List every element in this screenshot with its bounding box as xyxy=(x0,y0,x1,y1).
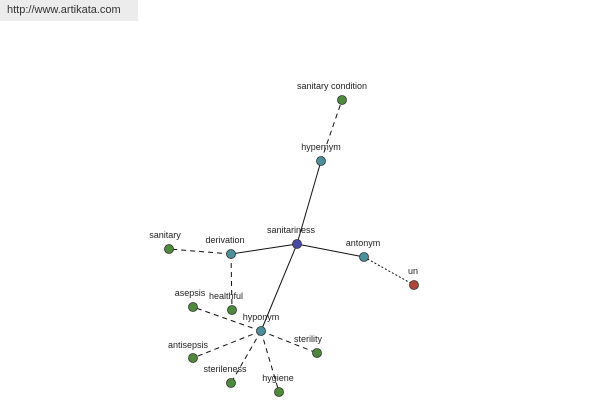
edge xyxy=(192,306,262,332)
node xyxy=(226,249,236,259)
node xyxy=(188,302,198,312)
node-label: sterility xyxy=(294,334,323,344)
edge xyxy=(168,248,232,255)
node xyxy=(316,156,326,166)
edge xyxy=(230,330,262,384)
edge xyxy=(230,243,298,255)
node-label: hyponym xyxy=(243,312,280,322)
node xyxy=(256,326,266,336)
edge xyxy=(363,256,415,286)
site-url: http://www.artikata.com xyxy=(7,4,121,16)
node-label: hygiene xyxy=(262,373,294,383)
node xyxy=(337,95,347,105)
node-label: un xyxy=(408,266,418,276)
header: http://www.artikata.com xyxy=(0,0,138,21)
edge xyxy=(260,330,318,354)
node-label: healthful xyxy=(209,291,243,301)
node-label: antisepsis xyxy=(168,340,209,350)
node-label: sanitariness xyxy=(267,225,316,235)
node-label: sanitary xyxy=(149,230,181,240)
edge xyxy=(260,243,298,332)
node xyxy=(359,252,369,262)
node xyxy=(409,280,419,290)
node xyxy=(226,378,236,388)
node-label: sterileness xyxy=(203,364,247,374)
node-label: hypernym xyxy=(301,142,341,152)
node xyxy=(188,353,198,363)
node xyxy=(164,244,174,254)
edge xyxy=(296,243,365,258)
edge xyxy=(230,253,233,311)
node xyxy=(292,239,302,249)
edge xyxy=(192,330,262,359)
edge xyxy=(260,330,280,393)
node-label: sanitary condition xyxy=(297,81,367,91)
node-label: asepsis xyxy=(175,288,206,298)
edge xyxy=(296,160,322,245)
node xyxy=(274,387,284,397)
node-label: derivation xyxy=(205,235,244,245)
node xyxy=(312,348,322,358)
node xyxy=(227,305,237,315)
node-label: antonym xyxy=(346,238,381,248)
edge xyxy=(320,99,343,162)
